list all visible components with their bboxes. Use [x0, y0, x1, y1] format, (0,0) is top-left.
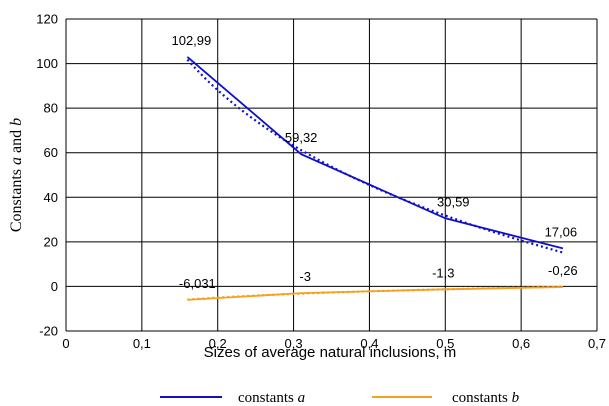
x-tick-label: 0,2 [209, 336, 227, 351]
data-label-constants-a: 102,99 [171, 33, 211, 48]
x-tick-label: 0 [62, 336, 69, 351]
data-label-constants-b: -1,3 [432, 265, 454, 280]
x-tick-label: 0,5 [436, 336, 454, 351]
data-label-constants-b: -6,031 [179, 276, 216, 291]
series-line-constants-b [187, 286, 563, 301]
data-label-constants-a: 59,32 [285, 130, 318, 145]
chart-data-labels: 102,99 59,32 30,59 17,06 -6,031 -3 -1,3 -0,26 [171, 33, 577, 291]
x-tick-label: 0,6 [512, 336, 530, 351]
x-tick-label: 0,1 [133, 336, 151, 351]
legend: constants a constants b [160, 390, 520, 406]
chart-grid [65, 18, 598, 332]
y-tick-label: 100 [36, 56, 58, 71]
series-line-constants-a [186, 56, 564, 250]
x-tick-label: 0,4 [360, 336, 378, 351]
x-axis-title: Sizes of average natural inclusions, m [204, 344, 457, 361]
y-axis-title: Constants a and b [8, 118, 25, 232]
y-tick-label: 60 [44, 145, 58, 160]
y-tick-label: 120 [36, 12, 58, 27]
y-tick-label: 0 [51, 279, 58, 294]
x-tick-label: 0,3 [285, 336, 303, 351]
trendline-constants-a [186, 58, 564, 254]
y-tick-label: 20 [44, 234, 58, 249]
x-tick-label: 0,7 [588, 336, 606, 351]
data-label-constants-a: 30,59 [437, 194, 470, 209]
y-tick-label: -20 [39, 324, 58, 339]
data-label-constants-b: -3 [299, 269, 311, 284]
legend-label-constants-a: constants a [238, 390, 305, 406]
y-tick-label: 80 [44, 101, 58, 116]
data-label-constants-a: 17,06 [545, 224, 578, 239]
chart-ticks: -20 0 20 40 60 80 100 120 0 0,1 0,2 0,3 0,4 0,5 0,6 0,7 [36, 12, 606, 352]
chart-series [186, 56, 564, 301]
data-label-constants-b: -0,26 [548, 263, 578, 278]
y-tick-label: 40 [44, 190, 58, 205]
legend-label-constants-b: constants b [452, 390, 520, 406]
